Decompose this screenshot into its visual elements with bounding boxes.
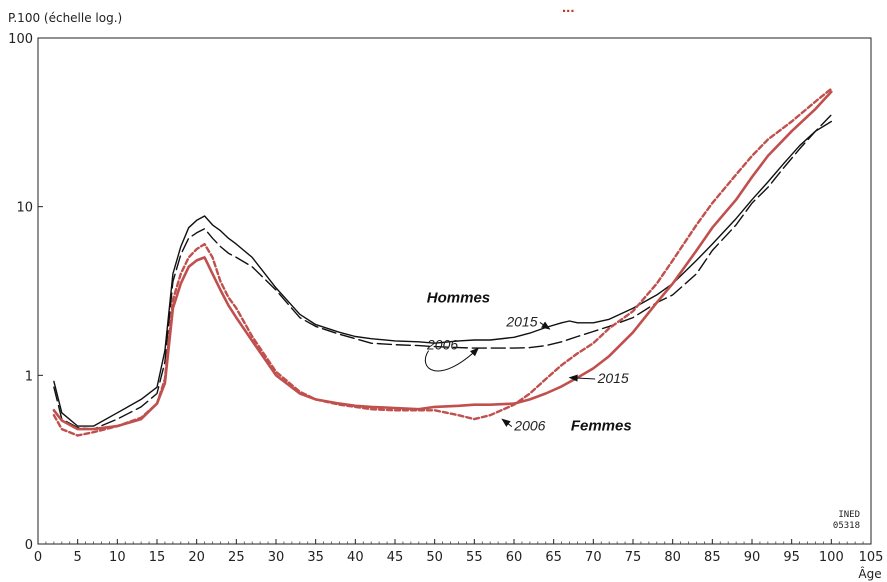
x-tick-label: 40 — [347, 550, 364, 565]
x-tick-label: 80 — [664, 550, 681, 565]
x-tick-label: 50 — [426, 550, 443, 565]
source-label-line2: 05318 — [833, 521, 860, 531]
x-axis-title: Âge — [858, 566, 881, 581]
x-tick-label: 60 — [506, 550, 523, 565]
y-tick-label: 100 — [8, 32, 33, 47]
y-tick-label: 0 — [25, 538, 33, 553]
x-tick-label: 35 — [307, 550, 324, 565]
x-tick-label: 100 — [819, 550, 844, 565]
x-tick-label: 65 — [545, 550, 562, 565]
y-tick-label: 1 — [25, 369, 33, 384]
series-line-hommes-2006 — [53, 114, 832, 430]
series-annotation: Femmes — [571, 418, 632, 435]
source-label-line1: INED — [838, 510, 860, 520]
x-tick-label: 30 — [268, 550, 285, 565]
series-lines — [52, 87, 833, 437]
plot-frame — [37, 37, 872, 545]
x-tick-label: 90 — [744, 550, 761, 565]
year-annotation: 2015 — [597, 370, 629, 386]
x-tick-label: 25 — [228, 550, 245, 565]
x-tick-label: 0 — [34, 550, 42, 565]
x-tick-label: 15 — [149, 550, 166, 565]
x-tick-label: 10 — [109, 550, 126, 565]
annotation-arrow — [424, 347, 479, 372]
title-fragment: ... — [562, 0, 575, 16]
x-tick-label: 85 — [704, 550, 721, 565]
x-tick-label: 70 — [585, 550, 602, 565]
x-axis-ticks: 0 5 10 15 20 25 30 35 40 45 50 55 60 65 70 75 80 85 90 95 10… — [34, 539, 884, 565]
series-annotation: Hommes — [427, 290, 490, 307]
annotation-arrow — [539, 321, 551, 330]
series-line-hommes-2015 — [53, 120, 832, 427]
y-tick-label: 10 — [16, 201, 33, 216]
x-tick-label: 75 — [625, 550, 642, 565]
x-tick-label: 95 — [783, 550, 800, 565]
series-line-femmes-2006 — [52, 87, 833, 437]
y-axis-ticks: 0 1 10 100 — [8, 32, 43, 553]
x-tick-label: 45 — [387, 550, 404, 565]
year-annotation: 2006 — [426, 337, 458, 353]
year-annotation: 2006 — [513, 418, 545, 434]
year-annotation: 2015 — [505, 313, 537, 329]
x-tick-label: 20 — [188, 550, 205, 565]
x-tick-label: 5 — [74, 550, 82, 565]
x-tick-label: 105 — [859, 550, 884, 565]
annotation-arrow — [501, 418, 513, 428]
y-axis-title: P.100 (échelle log.) — [8, 11, 122, 25]
annotations: Hommes Femmes 2006 2015 2015 2006 — [424, 290, 632, 435]
x-tick-label: 55 — [466, 550, 483, 565]
annotation-arrow — [568, 374, 596, 382]
